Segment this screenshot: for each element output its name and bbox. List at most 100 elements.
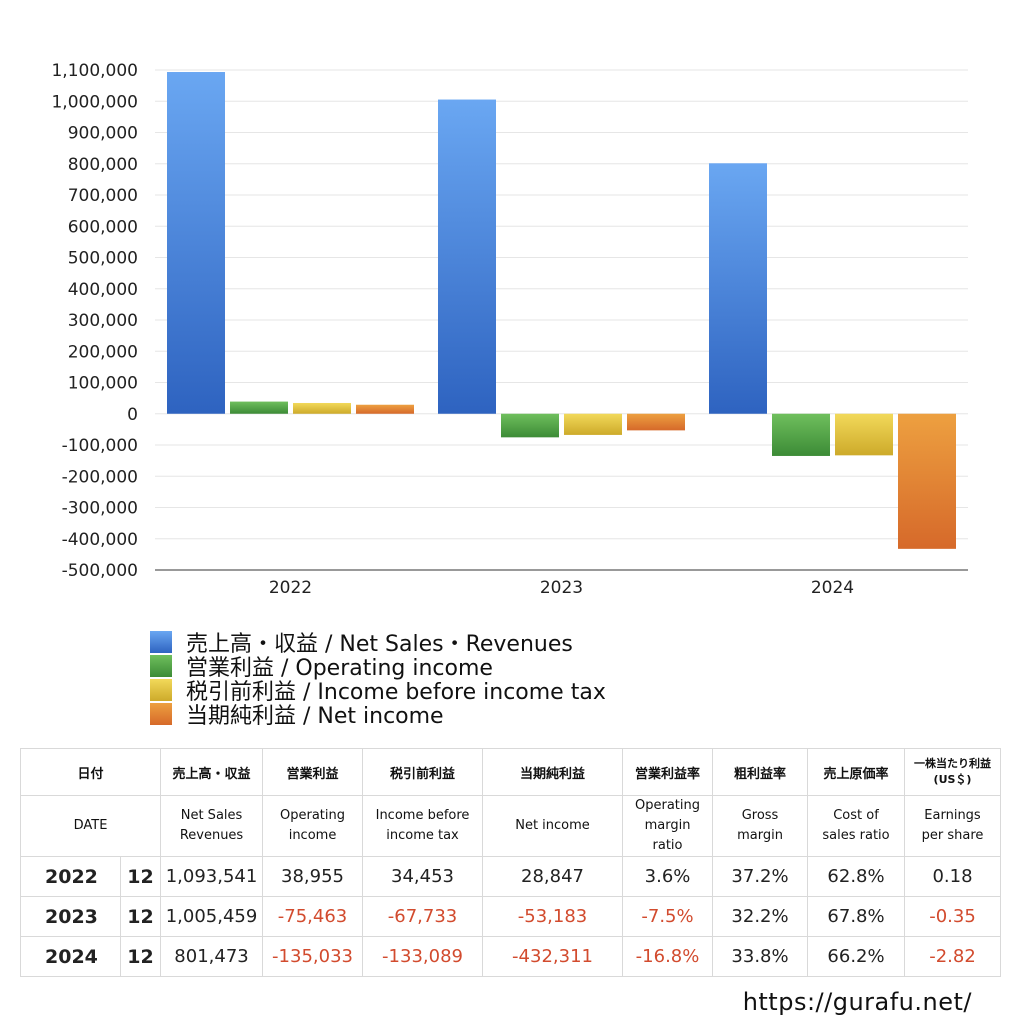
y-tick-label: 0	[127, 405, 138, 425]
header-cell: Net Sales Revenues	[160, 795, 264, 857]
y-tick-label: 1,100,000	[51, 61, 138, 81]
bar	[772, 413, 830, 456]
value-cell: -67,733	[362, 896, 484, 937]
value-cell: -135,033	[262, 936, 364, 977]
y-tick-label: 800,000	[68, 155, 138, 175]
table-row: 2023 12 1,005,459 -75,463 -67,733 -53,18…	[20, 896, 1002, 937]
legend-swatch	[150, 655, 172, 677]
legend-label: 営業利益 / Operating income	[186, 656, 493, 681]
value-cell: 1,093,541	[160, 856, 264, 897]
x-tick-label: 2022	[269, 578, 312, 598]
bar	[835, 413, 893, 456]
financial-table: 日付 売上高・収益 営業利益 税引前利益 当期純利益 営業利益率 粗利益率 売上…	[19, 748, 1002, 977]
header-cell: 営業利益率	[622, 748, 714, 796]
header-cell: Earnings per share	[904, 795, 1002, 857]
header-cell: Income before income tax	[362, 795, 484, 857]
bars	[167, 72, 956, 549]
bar	[501, 413, 559, 438]
header-cell: Gross margin	[712, 795, 809, 857]
header-cell: 一株当たり利益 (US＄)	[904, 748, 1002, 796]
header-cell: 売上高・収益	[160, 748, 264, 796]
bar	[230, 401, 288, 414]
y-tick-label: 600,000	[68, 217, 138, 237]
y-tick-label: 200,000	[68, 342, 138, 362]
legend-item-net-income: 当期純利益 / Net income	[150, 702, 606, 729]
value-cell: -7.5%	[622, 896, 714, 937]
value-cell: 32.2%	[712, 896, 809, 937]
value-cell: 38,955	[262, 856, 364, 897]
gridlines	[155, 69, 968, 571]
year-cell: 2023	[20, 896, 121, 937]
legend-swatch	[150, 631, 172, 653]
y-tick-label: 500,000	[68, 249, 138, 269]
y-tick-label: 900,000	[68, 124, 138, 144]
legend-label: 売上高・収益 / Net Sales・Revenues	[186, 632, 573, 657]
bar	[709, 163, 767, 414]
legend-swatch	[150, 703, 172, 725]
header-cell: Cost of sales ratio	[807, 795, 906, 857]
bar	[898, 413, 956, 549]
value-cell: 34,453	[362, 856, 484, 897]
header-cell: 日付	[19, 748, 162, 796]
bar	[167, 72, 225, 414]
value-cell: 67.8%	[807, 896, 906, 937]
y-tick-label: -500,000	[62, 561, 138, 581]
legend-swatch	[150, 679, 172, 701]
table-row: 2024 12 801,473 -135,033 -133,089 -432,3…	[20, 936, 1002, 977]
y-tick-label: 700,000	[68, 186, 138, 206]
value-cell: 801,473	[160, 936, 264, 977]
header-cell: 営業利益	[262, 748, 364, 796]
value-cell: -0.35	[904, 896, 1002, 937]
y-tick-label: -200,000	[62, 467, 138, 487]
header-row-jp: 日付 売上高・収益 営業利益 税引前利益 当期純利益 営業利益率 粗利益率 売上…	[19, 748, 1002, 796]
header-cell: 粗利益率	[712, 748, 809, 796]
value-cell: 0.18	[904, 856, 1002, 897]
year-cell: 2024	[20, 936, 121, 977]
header-cell: 当期純利益	[482, 748, 624, 796]
value-cell: 33.8%	[712, 936, 809, 977]
bar-chart: 1,100,000 1,000,000 900,000 800,000 700,000 6…	[51, 61, 968, 598]
y-tick-label: -400,000	[62, 530, 138, 550]
header-cell: DATE	[19, 795, 162, 857]
header-row-en: DATE Net Sales Revenues Operating income…	[19, 795, 1002, 857]
x-axis-ticks: 2022 2023 2024	[269, 578, 854, 598]
source-url[interactable]: https://gurafu.net/	[742, 988, 972, 1016]
y-tick-label: 1,000,000	[51, 92, 138, 112]
header-cell: Net income	[482, 795, 624, 857]
header-cell: 売上原価率	[807, 748, 906, 796]
header-cell: 税引前利益	[362, 748, 484, 796]
header-cell: Operating income	[262, 795, 364, 857]
x-tick-label: 2024	[811, 578, 854, 598]
bar	[564, 413, 622, 435]
x-tick-label: 2023	[540, 578, 583, 598]
year-cell: 2022	[20, 856, 121, 897]
bar	[293, 402, 351, 414]
value-cell: 28,847	[482, 856, 624, 897]
value-cell: 66.2%	[807, 936, 906, 977]
value-cell: 1,005,459	[160, 896, 264, 937]
value-cell: 62.8%	[807, 856, 906, 897]
month-cell: 12	[119, 856, 162, 897]
legend-item-net-sales: 売上高・収益 / Net Sales・Revenues	[150, 630, 606, 657]
legend-label: 税引前利益 / Income before income tax	[186, 680, 606, 705]
y-tick-label: 400,000	[68, 280, 138, 300]
bar	[438, 99, 496, 414]
bar	[627, 413, 685, 431]
chart-legend: 売上高・収益 / Net Sales・Revenues 営業利益 / Opera…	[150, 630, 606, 729]
value-cell: -16.8%	[622, 936, 714, 977]
header-cell: Operating margin ratio	[622, 795, 714, 857]
legend-label: 当期純利益 / Net income	[186, 704, 444, 729]
value-cell: -75,463	[262, 896, 364, 937]
value-cell: -133,089	[362, 936, 484, 977]
bar	[356, 404, 414, 414]
table-row: 2022 12 1,093,541 38,955 34,453 28,847 3…	[20, 856, 1002, 897]
value-cell: -2.82	[904, 936, 1002, 977]
value-cell: -432,311	[482, 936, 624, 977]
month-cell: 12	[119, 896, 162, 937]
y-tick-label: -100,000	[62, 436, 138, 456]
legend-item-income-before-tax: 税引前利益 / Income before income tax	[150, 678, 606, 705]
y-tick-label: 100,000	[68, 374, 138, 394]
value-cell: 3.6%	[622, 856, 714, 897]
y-tick-label: 300,000	[68, 311, 138, 331]
value-cell: -53,183	[482, 896, 624, 937]
